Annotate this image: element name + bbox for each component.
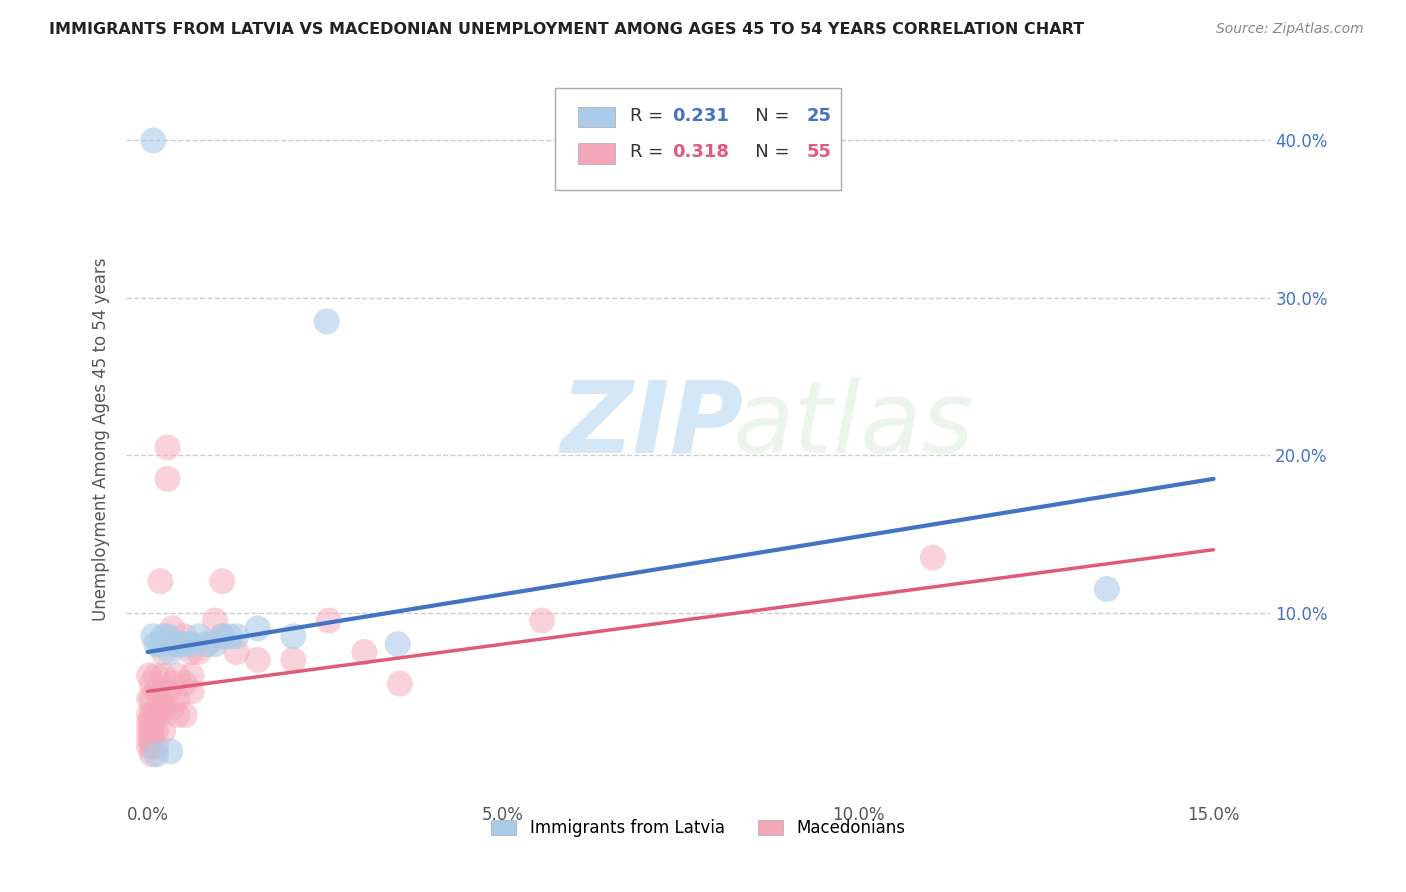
Point — [138, 739, 160, 754]
Point — [156, 684, 179, 698]
Point — [173, 676, 195, 690]
Text: N =: N = — [738, 107, 796, 125]
Point — [173, 629, 195, 643]
Text: 55: 55 — [807, 143, 832, 161]
Point — [145, 668, 167, 682]
Point — [387, 637, 409, 651]
Point — [173, 708, 195, 723]
Point — [152, 629, 174, 643]
FancyBboxPatch shape — [578, 107, 614, 128]
Point — [141, 676, 163, 690]
Point — [180, 684, 202, 698]
Point — [149, 692, 172, 706]
Legend: Immigrants from Latvia, Macedonians: Immigrants from Latvia, Macedonians — [485, 813, 912, 844]
Point — [145, 739, 167, 754]
Text: 0.231: 0.231 — [672, 107, 728, 125]
Y-axis label: Unemployment Among Ages 45 to 54 years: Unemployment Among Ages 45 to 54 years — [93, 258, 110, 621]
Point — [149, 574, 172, 589]
Point — [163, 637, 186, 651]
Point — [138, 723, 160, 738]
Point — [149, 708, 172, 723]
Point — [156, 629, 179, 643]
Text: Source: ZipAtlas.com: Source: ZipAtlas.com — [1216, 22, 1364, 37]
Point — [138, 668, 160, 682]
Point — [156, 441, 179, 455]
Text: IMMIGRANTS FROM LATVIA VS MACEDONIAN UNEMPLOYMENT AMONG AGES 45 TO 54 YEARS CORR: IMMIGRANTS FROM LATVIA VS MACEDONIAN UNE… — [49, 22, 1084, 37]
Point — [180, 668, 202, 682]
Point — [152, 700, 174, 714]
Point — [315, 314, 337, 328]
Point — [187, 645, 209, 659]
Point — [138, 715, 160, 730]
FancyBboxPatch shape — [578, 144, 614, 163]
Point — [204, 614, 226, 628]
Point — [211, 629, 233, 643]
Point — [162, 621, 184, 635]
Point — [141, 739, 163, 754]
Point — [141, 715, 163, 730]
Point — [218, 629, 240, 643]
Point — [211, 574, 233, 589]
Point — [921, 550, 943, 565]
Point — [156, 472, 179, 486]
Point — [162, 676, 184, 690]
Point — [1095, 582, 1118, 596]
Point — [141, 723, 163, 738]
Point — [166, 692, 188, 706]
Point — [530, 614, 553, 628]
Point — [197, 637, 219, 651]
Text: atlas: atlas — [733, 376, 974, 474]
Point — [141, 747, 163, 762]
Point — [152, 668, 174, 682]
Point — [211, 629, 233, 643]
Text: N =: N = — [738, 143, 796, 161]
Point — [283, 629, 305, 643]
Point — [159, 645, 181, 659]
Point — [170, 637, 193, 651]
Point — [138, 731, 160, 746]
Point — [246, 653, 269, 667]
Point — [152, 723, 174, 738]
Point — [176, 637, 198, 651]
Point — [159, 744, 181, 758]
Point — [138, 692, 160, 706]
Point — [318, 614, 340, 628]
Point — [149, 637, 172, 651]
Point — [142, 629, 165, 643]
Point — [204, 637, 226, 651]
Point — [145, 684, 167, 698]
Point — [388, 676, 411, 690]
Point — [180, 645, 202, 659]
Point — [145, 708, 167, 723]
Point — [145, 747, 167, 762]
Point — [142, 133, 165, 147]
Point — [180, 637, 202, 651]
Text: R =: R = — [630, 143, 669, 161]
Point — [145, 723, 167, 738]
Text: R =: R = — [630, 107, 669, 125]
Point — [141, 708, 163, 723]
Point — [141, 731, 163, 746]
Point — [283, 653, 305, 667]
Point — [162, 700, 184, 714]
Point — [138, 708, 160, 723]
Text: 0.318: 0.318 — [672, 143, 730, 161]
Point — [225, 629, 247, 643]
Point — [166, 637, 188, 651]
Point — [194, 637, 217, 651]
Point — [166, 708, 188, 723]
Text: 25: 25 — [807, 107, 832, 125]
FancyBboxPatch shape — [555, 88, 841, 190]
Point — [141, 692, 163, 706]
Point — [225, 645, 247, 659]
Point — [166, 668, 188, 682]
Point — [353, 645, 375, 659]
Text: ZIP: ZIP — [561, 376, 744, 474]
Point — [246, 621, 269, 635]
Point — [187, 629, 209, 643]
Point — [152, 645, 174, 659]
Point — [145, 637, 167, 651]
